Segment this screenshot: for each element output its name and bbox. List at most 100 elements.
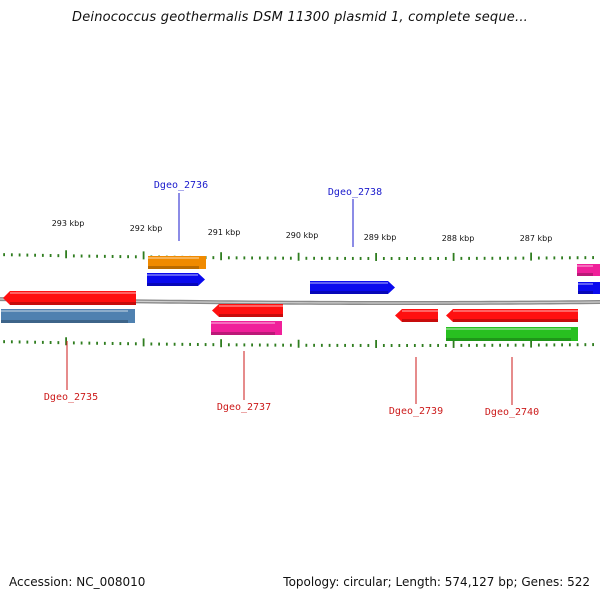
forward-gene-dgeo-2738[interactable] <box>310 281 395 294</box>
outer-tick <box>537 256 540 260</box>
reverse-gene-2[interactable] <box>1 309 135 323</box>
inner-tick <box>41 340 44 344</box>
inner-tick <box>127 342 129 346</box>
outer-tick <box>142 251 145 260</box>
outer-tick <box>367 256 370 260</box>
label-dgeo-2735[interactable]: Dgeo_2735 <box>44 392 98 403</box>
inner-tick <box>367 343 370 347</box>
outer-tick <box>235 256 238 260</box>
outer-tick <box>429 256 432 260</box>
inner-tick <box>437 343 439 347</box>
label-dgeo-2738[interactable]: Dgeo_2738 <box>328 187 382 198</box>
label-dgeo-2737[interactable]: Dgeo_2737 <box>217 402 271 413</box>
label-dgeo-2736[interactable]: Dgeo_2736 <box>154 180 208 191</box>
inner-tick <box>483 343 486 347</box>
reverse-gene-3-gloss <box>219 305 283 307</box>
map-title: Deinococcus geothermalis DSM 11300 plasm… <box>71 10 528 25</box>
reverse-gene-dgeo-2740[interactable] <box>446 327 578 341</box>
inner-tick <box>406 343 408 347</box>
label-dgeo-2739[interactable]: Dgeo_2739 <box>389 406 443 417</box>
inner-tick <box>359 343 362 347</box>
outer-tick <box>227 256 230 260</box>
inner-tick <box>181 342 184 346</box>
inner-tick <box>57 341 60 345</box>
label-dgeo-2740[interactable]: Dgeo_2740 <box>485 407 539 418</box>
inner-tick <box>103 341 106 345</box>
inner-tick <box>514 343 517 347</box>
outer-tick <box>305 256 308 260</box>
forward-gene-1-gloss <box>148 257 199 259</box>
inner-tick <box>460 343 463 347</box>
outer-tick <box>460 256 463 260</box>
inner-tick <box>266 343 269 347</box>
inner-tick <box>158 342 160 346</box>
outer-tick <box>576 256 579 260</box>
inner-tick <box>18 340 21 344</box>
outer-tick <box>320 256 323 260</box>
forward-gene-5[interactable] <box>578 282 600 294</box>
inner-tick <box>189 342 191 346</box>
forward-gene-4[interactable] <box>577 264 600 276</box>
outer-tick <box>359 256 362 260</box>
inner-tick <box>576 343 579 347</box>
reverse-gene-dgeo-2740-shade <box>446 338 571 341</box>
inner-tick <box>10 340 13 344</box>
outer-tick <box>584 256 587 260</box>
outer-tick <box>475 256 478 260</box>
reverse-gene-dgeo-2737-gloss <box>211 322 275 324</box>
outer-tick <box>506 256 509 260</box>
inner-tick <box>468 343 470 347</box>
inner-tick <box>150 342 153 346</box>
tick-label: 293 kbp <box>52 219 85 228</box>
inner-tick <box>142 338 145 347</box>
outer-tick <box>328 256 331 260</box>
outer-tick <box>398 257 401 260</box>
reverse-gene-6[interactable] <box>446 309 578 322</box>
reverse-gene-dgeo-2735-shade <box>10 302 136 305</box>
inner-tick <box>196 342 199 346</box>
outer-tick <box>3 253 5 257</box>
outer-tick <box>41 253 44 257</box>
outer-tick <box>491 256 494 260</box>
outer-tick <box>34 253 36 257</box>
inner-tick <box>429 343 432 347</box>
reverse-gene-2-shade <box>1 320 128 323</box>
reverse-gene-3[interactable] <box>212 304 283 317</box>
reverse-gene-dgeo-2739[interactable] <box>395 309 438 322</box>
inner-tick-track <box>3 337 594 348</box>
forward-gene-dgeo-2736-gloss <box>147 274 198 276</box>
outer-tick <box>103 254 106 258</box>
outer-tick <box>65 250 67 259</box>
outer-tick <box>351 256 354 260</box>
inner-tick <box>235 343 238 347</box>
outer-tick <box>545 256 548 260</box>
forward-gene-1[interactable] <box>148 256 206 269</box>
outer-tick <box>26 253 29 257</box>
reverse-gene-dgeo-2735[interactable] <box>3 291 136 305</box>
outer-tick <box>220 252 222 261</box>
outer-tick <box>592 256 594 260</box>
forward-gene-dgeo-2736[interactable] <box>147 273 205 286</box>
outer-tick-track <box>3 250 594 261</box>
outer-tick <box>266 256 269 260</box>
inner-tick <box>212 343 215 347</box>
inner-tick <box>320 343 323 347</box>
outer-tick <box>390 256 393 260</box>
inner-tick <box>452 339 455 348</box>
tick-label: 292 kbp <box>130 224 163 233</box>
summary-text: Topology: circular; Length: 574,127 bp; … <box>283 575 590 589</box>
inner-tick <box>72 341 75 345</box>
reverse-gene-dgeo-2737[interactable] <box>211 321 282 335</box>
outer-tick <box>522 256 525 260</box>
forward-gene-4-shade <box>577 273 593 276</box>
inner-tick <box>119 342 122 346</box>
outer-tick <box>96 254 98 258</box>
inner-tick <box>421 343 424 347</box>
inner-tick <box>274 343 277 347</box>
reverse-gene-6-shade <box>453 319 578 322</box>
reverse-gene-6-gloss <box>453 310 578 312</box>
outer-tick <box>127 255 129 259</box>
outer-tick <box>251 256 253 260</box>
inner-tick <box>88 341 91 345</box>
inner-tick <box>134 342 137 346</box>
